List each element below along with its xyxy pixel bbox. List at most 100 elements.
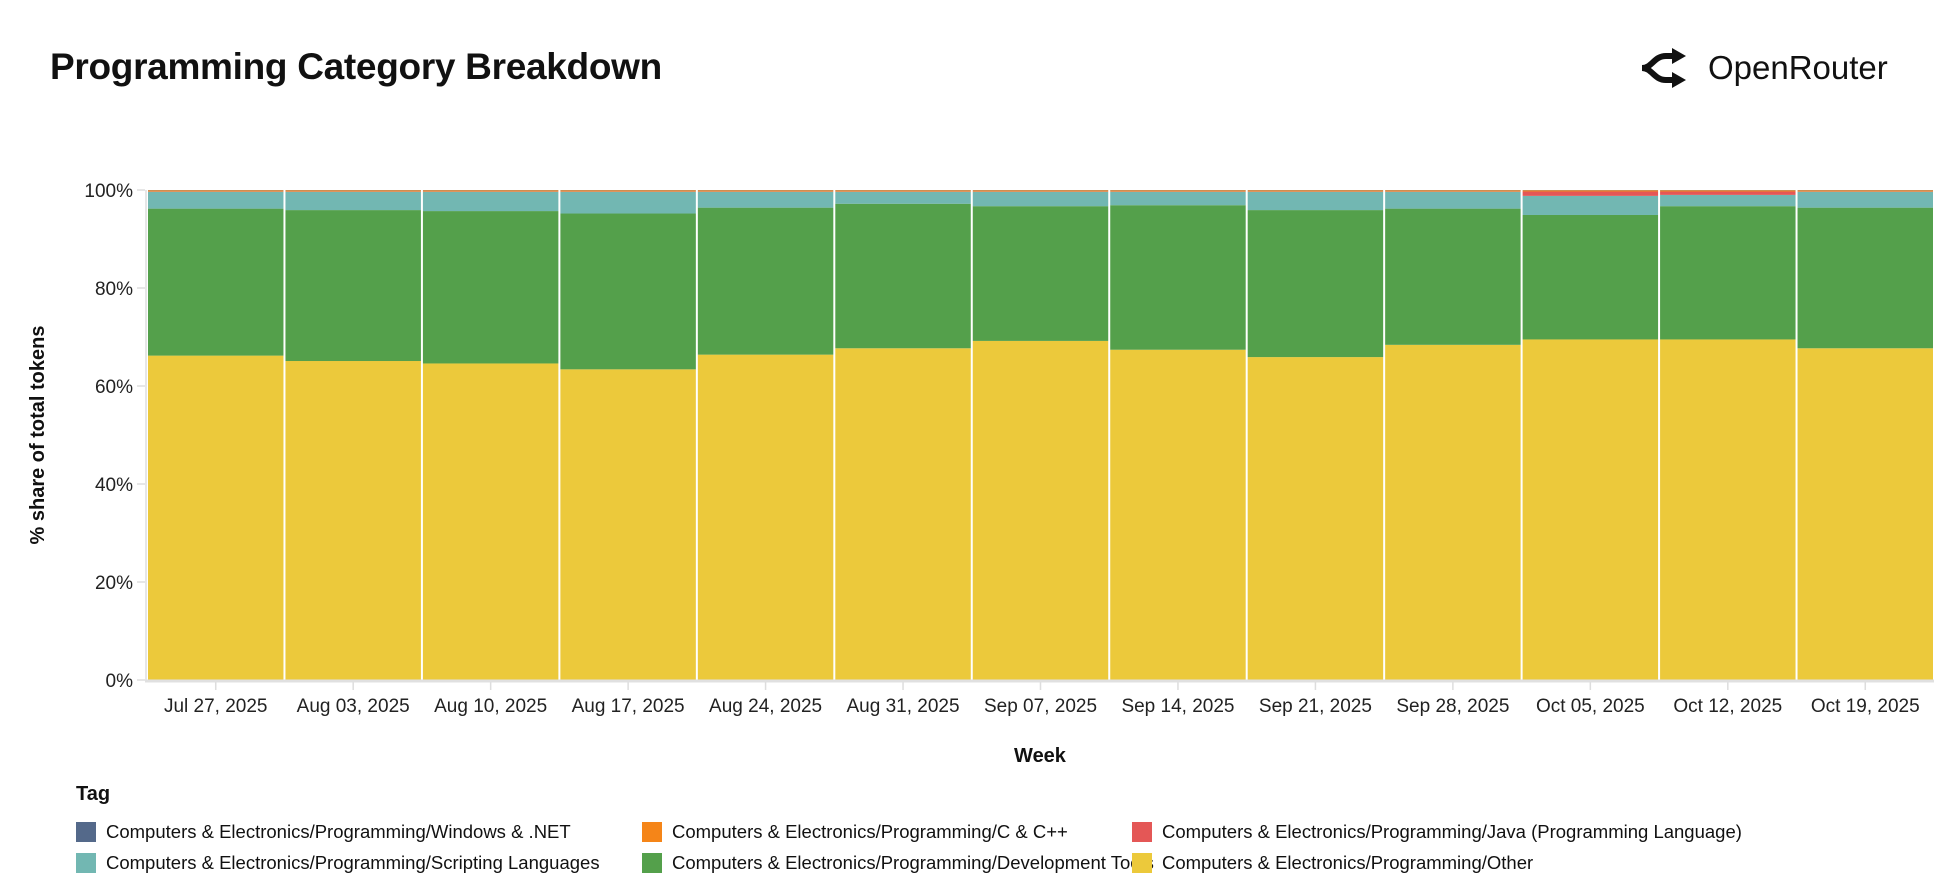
legend-item[interactable]: Computers & Electronics/Programming/Othe…: [1132, 852, 1533, 874]
y-axis: 0% 20% 40% 60% 80% 100%: [84, 181, 147, 692]
legend-label: Computers & Electronics/Programming/C & …: [672, 821, 1068, 842]
x-tick-label: Jul 27, 2025: [164, 696, 268, 717]
legend-label: Computers & Electronics/Programming/Scri…: [106, 852, 600, 873]
y-tick-label: 80%: [95, 279, 133, 300]
bar-segment: [422, 191, 559, 212]
bar-segment: [835, 348, 971, 680]
bar-segment: [972, 206, 1109, 341]
bar-segment: [697, 190, 834, 192]
bar-segment: [1797, 190, 1933, 192]
bar-segment: [835, 203, 971, 349]
legend-label: Computers & Electronics/Programming/Java…: [1162, 821, 1742, 842]
bar-segment: [148, 355, 284, 680]
legend-swatch: [76, 822, 96, 842]
x-tick-label: Aug 10, 2025: [434, 696, 547, 717]
bar-segment: [560, 191, 696, 214]
bar-segment: [1247, 357, 1384, 680]
x-tick-label: Sep 21, 2025: [1259, 696, 1372, 717]
bar-segment: [148, 208, 284, 356]
page-title: Programming Category Breakdown: [50, 46, 662, 87]
bar-segment: [697, 191, 834, 208]
bar-segment: [972, 191, 1109, 207]
bar-segment: [1110, 349, 1246, 680]
x-tick-label: Oct 05, 2025: [1536, 696, 1645, 717]
legend-swatch: [1132, 822, 1152, 842]
y-axis-title: % share of total tokens: [27, 326, 49, 545]
x-tick-label: Aug 31, 2025: [847, 696, 960, 717]
legend-title: Tag: [76, 783, 111, 805]
x-tick-label: Oct 19, 2025: [1811, 696, 1920, 717]
bar-segment: [1522, 190, 1659, 192]
x-axis: Jul 27, 2025 Aug 03, 2025 Aug 10, 2025 Aug …: [145, 679, 1934, 717]
bars-group: [148, 190, 1933, 680]
bar-segment: [1522, 214, 1659, 340]
bar-segment: [1110, 190, 1246, 192]
x-tick-label: Aug 17, 2025: [572, 696, 685, 717]
bar-segment: [972, 340, 1109, 680]
bar-segment: [1522, 195, 1659, 215]
bar-segment: [1797, 207, 1933, 349]
bar-segment: [422, 363, 559, 680]
openrouter-logo: OpenRouter: [1640, 48, 1888, 88]
legend-item[interactable]: Computers & Electronics/Programming/Deve…: [642, 852, 1154, 874]
bar-segment: [1385, 344, 1521, 680]
bar-segment: [1660, 194, 1796, 207]
y-tick-label: 60%: [95, 377, 133, 398]
bar-segment: [285, 361, 421, 680]
bar-segment: [560, 190, 696, 192]
bar-segment: [1660, 206, 1796, 340]
bar-segment: [1660, 339, 1796, 680]
x-tick-label: Sep 07, 2025: [984, 696, 1097, 717]
bar-segment: [285, 190, 421, 192]
legend-swatch: [1132, 853, 1152, 873]
legend-item[interactable]: Computers & Electronics/Programming/Java…: [1132, 821, 1742, 843]
x-tick-label: Aug 24, 2025: [709, 696, 822, 717]
legend-item[interactable]: Computers & Electronics/Programming/Scri…: [76, 852, 600, 874]
bar-segment: [1522, 191, 1659, 196]
bar-segment: [1385, 208, 1521, 345]
legend-label: Computers & Electronics/Programming/Othe…: [1162, 852, 1534, 873]
bar-segment: [1385, 190, 1521, 192]
bar-segment: [148, 191, 284, 209]
bar-segment: [1660, 191, 1796, 195]
legend-label: Computers & Electronics/Programming/Deve…: [672, 852, 1154, 873]
bar-segment: [1797, 191, 1933, 208]
bar-segment: [1110, 191, 1246, 206]
bar-segment: [148, 190, 284, 192]
bar-segment: [835, 191, 971, 204]
bar-segment: [1110, 205, 1246, 350]
legend-swatch: [76, 853, 96, 873]
brand-name: OpenRouter: [1708, 49, 1888, 86]
x-tick-label: Sep 14, 2025: [1121, 696, 1234, 717]
bar-segment: [972, 190, 1109, 192]
x-tick-label: Aug 03, 2025: [297, 696, 410, 717]
bar-segment: [1660, 190, 1796, 192]
x-tick-label: Oct 12, 2025: [1673, 696, 1782, 717]
legend-item[interactable]: Computers & Electronics/Programming/Wind…: [76, 821, 571, 843]
bar-segment: [285, 210, 421, 362]
bar-segment: [835, 190, 971, 192]
bar-segment: [1247, 190, 1384, 192]
y-tick-label: 0%: [106, 671, 134, 692]
bar-segment: [697, 354, 834, 680]
legend-swatch: [642, 822, 662, 842]
bar-segment: [285, 191, 421, 211]
y-tick-label: 40%: [95, 475, 133, 496]
legend-item[interactable]: Computers & Electronics/Programming/C & …: [642, 821, 1068, 843]
x-axis-title: Week: [1014, 745, 1067, 767]
bar-segment: [560, 213, 696, 370]
legend-label: Computers & Electronics/Programming/Wind…: [106, 821, 571, 842]
bar-segment: [1385, 191, 1521, 209]
bar-segment: [1522, 339, 1659, 680]
x-tick-label: Sep 28, 2025: [1396, 696, 1509, 717]
openrouter-arrows-icon: [1641, 48, 1686, 88]
bar-segment: [1797, 348, 1933, 680]
y-tick-label: 100%: [84, 181, 133, 202]
legend-swatch: [642, 853, 662, 873]
bar-segment: [1247, 210, 1384, 358]
y-tick-label: 20%: [95, 573, 133, 594]
bar-segment: [697, 207, 834, 355]
bar-segment: [1247, 191, 1384, 211]
bar-segment: [422, 190, 559, 192]
